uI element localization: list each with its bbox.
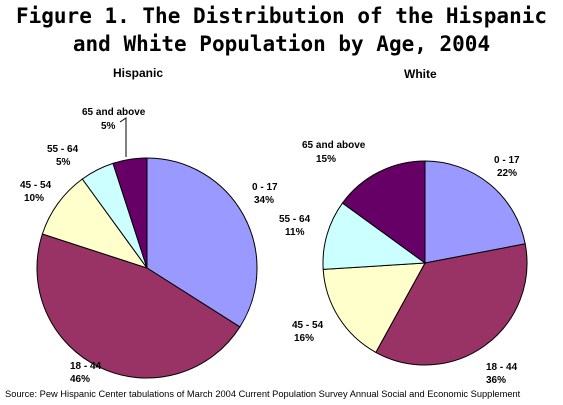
white-value-0-17: 22% [497, 168, 517, 179]
hispanic-value-0-17: 34% [254, 195, 274, 206]
hispanic-label-65-and-above: 65 and above [82, 107, 146, 118]
white-label-0-17: 0 - 17 [494, 155, 520, 166]
white-value-18-44: 36% [486, 375, 506, 386]
hispanic-slice-18-44 [36, 233, 241, 379]
hispanic-slice-65-and-above [112, 157, 148, 269]
white-slice-0-17 [424, 160, 526, 264]
white-slice-18-44 [375, 243, 528, 366]
white-slice-45-54 [322, 262, 426, 354]
white-pie-title: White [404, 67, 437, 81]
hispanic-label-45-54: 45 - 54 [20, 180, 52, 191]
hispanic-value-55-64: 5% [56, 157, 71, 168]
white-label-65-and-above: 65 and above [302, 140, 366, 151]
hispanic-pie: Hispanic 0 - 17 34% 18 - 44 46% 45 - 54 10% 55 … [20, 66, 278, 385]
hispanic-label-18-44: 18 - 44 [70, 361, 102, 372]
white-slice-65-and-above [341, 160, 426, 264]
hispanic-value-45-54: 10% [24, 193, 44, 204]
white-label-55-64: 55 - 64 [279, 214, 311, 225]
hispanic-value-18-44: 46% [70, 374, 90, 385]
hispanic-leader-line [119, 117, 127, 157]
chart-title-line-1: Figure 1. The Distribution of the Hispan… [15, 4, 547, 28]
hispanic-slice-0-17 [146, 157, 258, 328]
hispanic-label-0-17: 0 - 17 [252, 182, 278, 193]
white-pie: White 0 - 17 22% 18 - 44 36% 45 - 54 16% 55 - 6… [279, 67, 528, 386]
white-slice-55-64 [322, 202, 427, 270]
hispanic-pie-title: Hispanic [113, 66, 163, 80]
white-label-45-54: 45 - 54 [292, 320, 324, 331]
hispanic-label-55-64: 55 - 64 [47, 144, 79, 155]
white-label-18-44: 18 - 44 [486, 362, 518, 373]
white-value-65-and-above: 15% [316, 154, 336, 165]
white-value-45-54: 16% [294, 333, 314, 344]
source-note: Source: Pew Hispanic Center tabulations … [5, 389, 521, 399]
chart-title-line-2: and White Population by Age, 2004 [72, 32, 491, 56]
hispanic-value-65-and-above: 5% [101, 121, 116, 132]
white-value-55-64: 11% [285, 227, 305, 238]
